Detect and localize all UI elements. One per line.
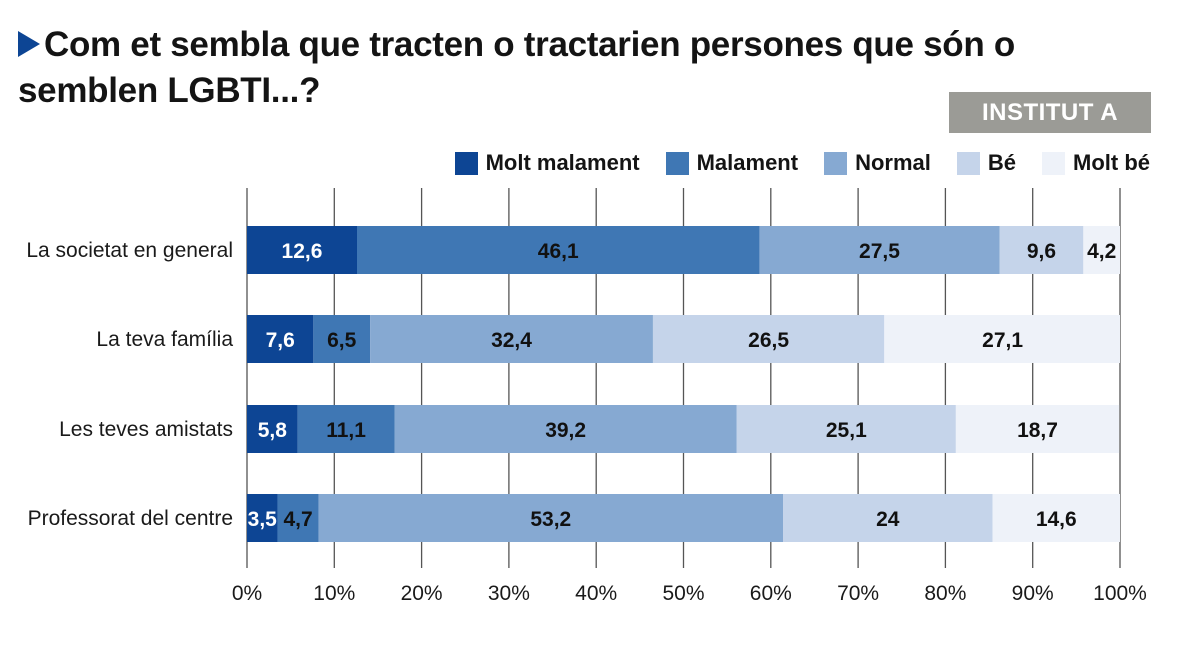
x-tick-label-2: 20%: [401, 582, 443, 605]
data-label-0-0: 12,6: [282, 240, 323, 263]
x-tick-label-1: 10%: [313, 582, 355, 605]
data-label-1-1: 6,5: [327, 329, 357, 352]
data-label-3-3: 24: [876, 508, 900, 531]
data-label-1-3: 26,5: [748, 329, 789, 352]
legend-item-1: Malament: [665, 150, 799, 176]
bar-2-2: [394, 405, 737, 453]
data-label-2-1: 11,1: [326, 419, 366, 442]
data-label-2-2: 39,2: [545, 419, 586, 442]
legend-item-0: Molt malament: [454, 150, 640, 176]
legend-swatch-4: [1042, 151, 1065, 175]
data-label-2-4: 18,7: [1017, 419, 1058, 442]
legend-swatch-2: [824, 151, 848, 175]
legend-label-0: Molt malament: [485, 150, 640, 175]
x-tick-label-3: 30%: [488, 582, 530, 605]
legend-label-4: Molt bé: [1073, 150, 1150, 175]
x-tick-label-5: 50%: [662, 582, 704, 605]
data-label-0-4: 4,2: [1087, 240, 1116, 263]
bar-1-4: [884, 315, 1120, 363]
chart-title-text: Com et sembla que tracten o tractarien p…: [18, 25, 1015, 110]
data-label-0-1: 46,1: [538, 240, 579, 263]
bar-0-1: [356, 226, 760, 274]
bar-3-1: [277, 494, 319, 542]
category-label-1: La teva família: [96, 328, 233, 351]
bar-3-4: [992, 494, 1120, 542]
bar-0-3: [999, 226, 1084, 274]
legend-item-3: Bé: [956, 150, 1016, 176]
data-label-1-4: 27,1: [982, 329, 1023, 352]
legend-item-4: Molt bé: [1042, 150, 1150, 176]
bar-0-4: [1083, 226, 1120, 274]
legend-swatch-0: [454, 151, 478, 175]
bar-3-2: [318, 494, 784, 542]
bar-0-2: [759, 226, 1000, 274]
data-label-3-1: 4,7: [283, 508, 312, 531]
legend-swatch-1: [665, 151, 689, 175]
x-tick-label-10: 100%: [1093, 582, 1147, 605]
legend-label-3: Bé: [987, 150, 1016, 175]
bar-1-1: [313, 315, 371, 363]
data-label-3-4: 14,6: [1036, 508, 1077, 531]
bar-3-3: [783, 494, 993, 542]
data-label-1-2: 32,4: [491, 329, 532, 352]
bar-2-0: [247, 405, 298, 453]
bar-2-1: [297, 405, 395, 453]
data-label-3-2: 53,2: [530, 508, 571, 531]
data-label-2-0: 5,8: [258, 419, 288, 442]
chart-title: Com et sembla que tracten o tractarien p…: [18, 22, 1028, 114]
bar-2-4: [955, 405, 1120, 453]
title-arrow-icon: [18, 30, 40, 57]
x-tick-label-9: 90%: [1012, 582, 1054, 605]
bar-1-3: [652, 315, 885, 363]
x-tick-label-0: 0%: [232, 582, 262, 605]
legend-item-2: Normal: [824, 150, 931, 176]
data-label-2-3: 25,1: [826, 419, 867, 442]
legend-swatch-3: [956, 151, 980, 175]
legend: Molt malament Malament Normal Bé Molt bé: [454, 146, 1150, 180]
legend-label-2: Normal: [855, 150, 931, 175]
data-label-1-0: 7,6: [266, 329, 295, 352]
institute-badge: INSTITUT A: [949, 92, 1151, 133]
data-label-0-3: 9,6: [1027, 240, 1056, 263]
x-tick-label-7: 70%: [837, 582, 879, 605]
legend-label-1: Malament: [696, 150, 799, 175]
data-label-3-0: 3,5: [248, 508, 278, 531]
category-label-3: Professorat del centre: [28, 507, 233, 530]
category-label-2: Les teves amistats: [59, 418, 233, 441]
bar-0-0: [247, 226, 357, 274]
x-tick-label-6: 60%: [750, 582, 792, 605]
bar-1-0: [247, 315, 314, 363]
category-label-0: La societat en general: [26, 239, 233, 262]
x-tick-label-4: 40%: [575, 582, 617, 605]
x-tick-label-8: 80%: [924, 582, 966, 605]
bar-1-2: [370, 315, 653, 363]
bar-3-0: [247, 494, 278, 542]
bar-2-3: [736, 405, 956, 453]
data-label-0-2: 27,5: [859, 240, 900, 263]
